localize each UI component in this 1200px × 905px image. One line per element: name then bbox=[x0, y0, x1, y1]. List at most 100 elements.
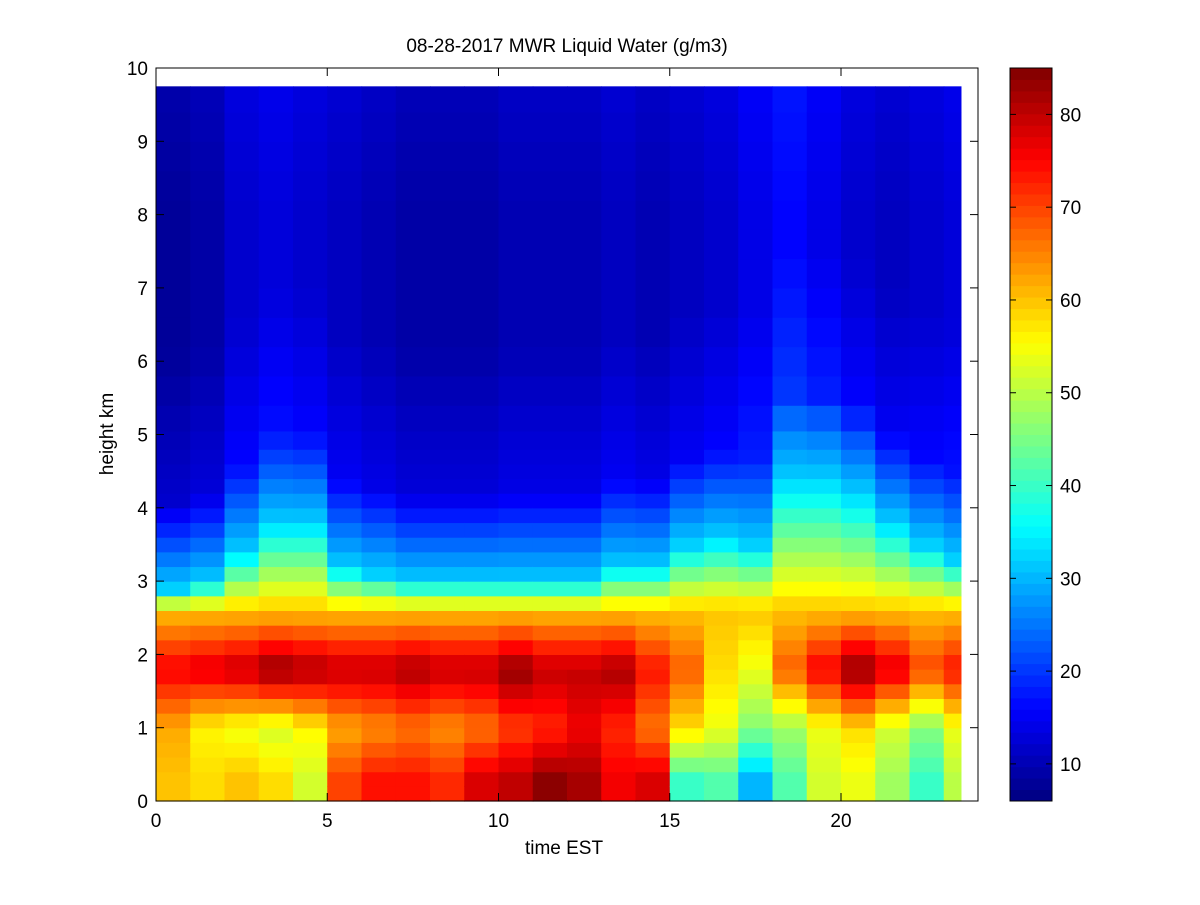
heatmap-cell bbox=[909, 654, 945, 670]
heatmap-cell bbox=[909, 375, 945, 406]
heatmap-cell bbox=[258, 287, 294, 318]
heatmap-cell bbox=[635, 170, 671, 201]
heatmap-cell bbox=[327, 581, 363, 597]
heatmap-cell bbox=[875, 786, 911, 802]
heatmap-cell bbox=[567, 595, 602, 612]
heatmap-cell bbox=[327, 610, 363, 626]
heatmap-cell bbox=[395, 654, 431, 670]
heatmap-cell bbox=[464, 683, 500, 699]
heatmap-cell bbox=[875, 229, 911, 260]
heatmap-cell bbox=[601, 610, 637, 626]
heatmap-cell bbox=[806, 463, 842, 480]
heatmap-cell bbox=[395, 141, 431, 172]
heatmap-cell bbox=[943, 669, 962, 685]
heatmap-cell bbox=[669, 346, 705, 377]
heatmap-cell bbox=[224, 713, 260, 729]
heatmap-cell bbox=[635, 742, 671, 758]
heatmap-cell bbox=[943, 430, 962, 450]
colorbar-band bbox=[1010, 617, 1052, 630]
heatmap-cell bbox=[156, 551, 191, 568]
heatmap-cell bbox=[156, 713, 191, 729]
heatmap-cell bbox=[635, 287, 671, 318]
x-tick-label: 20 bbox=[830, 811, 851, 832]
colorbar-band bbox=[1010, 400, 1052, 413]
heatmap-cell bbox=[395, 199, 431, 230]
heatmap-cell bbox=[224, 199, 260, 230]
heatmap-cell bbox=[738, 430, 774, 450]
heatmap-cell bbox=[704, 405, 739, 432]
y-tick-label: 2 bbox=[137, 645, 148, 666]
heatmap-cell bbox=[909, 727, 945, 743]
heatmap-cell bbox=[875, 610, 911, 626]
heatmap-cell bbox=[943, 757, 962, 773]
heatmap-cell bbox=[567, 507, 602, 524]
heatmap-cell bbox=[361, 493, 397, 509]
heatmap-cell bbox=[190, 111, 226, 142]
heatmap-cell bbox=[943, 86, 962, 113]
heatmap-cell bbox=[567, 430, 602, 450]
heatmap-cell bbox=[532, 683, 568, 699]
x-axis-label: time EST bbox=[525, 838, 604, 859]
heatmap-cell bbox=[669, 375, 705, 406]
heatmap-cell bbox=[156, 639, 191, 655]
heatmap-cell bbox=[156, 405, 191, 432]
colorbar-band bbox=[1010, 480, 1052, 493]
heatmap-cell bbox=[704, 669, 739, 685]
heatmap-cell bbox=[704, 463, 739, 480]
heatmap-cell bbox=[532, 742, 568, 758]
heatmap-cell bbox=[875, 507, 911, 524]
heatmap-cell bbox=[224, 757, 260, 773]
heatmap-cell bbox=[190, 713, 226, 729]
heatmap-cell bbox=[875, 317, 911, 348]
heatmap-cell bbox=[361, 405, 397, 432]
heatmap-cell bbox=[464, 317, 500, 348]
heatmap-cell bbox=[772, 405, 808, 432]
heatmap-cell bbox=[464, 111, 500, 142]
heatmap-cell bbox=[258, 229, 294, 260]
heatmap-cell bbox=[293, 449, 328, 465]
heatmap-cell bbox=[875, 537, 911, 553]
heatmap-cell bbox=[156, 537, 191, 553]
heatmap-cell bbox=[772, 287, 808, 318]
heatmap-cell bbox=[395, 405, 431, 432]
heatmap-cell bbox=[464, 581, 500, 597]
heatmap-cell bbox=[498, 258, 534, 289]
heatmap-cell bbox=[806, 669, 842, 685]
heatmap-cell bbox=[361, 581, 397, 597]
heatmap-cell bbox=[498, 566, 534, 582]
heatmap-cell bbox=[635, 405, 671, 432]
colorbar-tick-label: 20 bbox=[1060, 662, 1081, 683]
heatmap-cell bbox=[430, 346, 465, 377]
heatmap-cell bbox=[190, 581, 226, 597]
heatmap-cell bbox=[669, 449, 705, 465]
heatmap-cell bbox=[943, 566, 962, 582]
heatmap-cell bbox=[669, 258, 705, 289]
heatmap-cell bbox=[601, 786, 637, 802]
heatmap-cell bbox=[635, 595, 671, 612]
heatmap-cell bbox=[532, 566, 568, 582]
heatmap-cell bbox=[601, 639, 637, 655]
y-axis-ticks: 0 1 2 3 4 5 6 7 8 9 10 bbox=[127, 59, 978, 813]
heatmap-cell bbox=[361, 478, 397, 494]
heatmap-cell bbox=[601, 654, 637, 670]
heatmap-cell bbox=[156, 566, 191, 582]
heatmap-cell bbox=[293, 713, 328, 729]
heatmap-cell bbox=[943, 405, 962, 432]
heatmap-cell bbox=[430, 595, 465, 612]
heatmap-cell bbox=[464, 141, 500, 172]
heatmap-cell bbox=[327, 654, 363, 670]
heatmap-cell bbox=[395, 287, 431, 318]
heatmap-cell bbox=[498, 170, 534, 201]
heatmap-cell bbox=[704, 287, 739, 318]
y-tick-label: 0 bbox=[137, 792, 148, 813]
heatmap-cell bbox=[327, 375, 363, 406]
heatmap-cell bbox=[704, 111, 739, 142]
heatmap-cell bbox=[943, 625, 962, 641]
heatmap-cell bbox=[875, 346, 911, 377]
heatmap-cell bbox=[498, 683, 534, 699]
heatmap-cell bbox=[258, 669, 294, 685]
heatmap-cell bbox=[601, 449, 637, 465]
colorbar-band bbox=[1010, 354, 1052, 367]
heatmap-cell bbox=[772, 742, 808, 758]
heatmap-cell bbox=[841, 786, 876, 802]
